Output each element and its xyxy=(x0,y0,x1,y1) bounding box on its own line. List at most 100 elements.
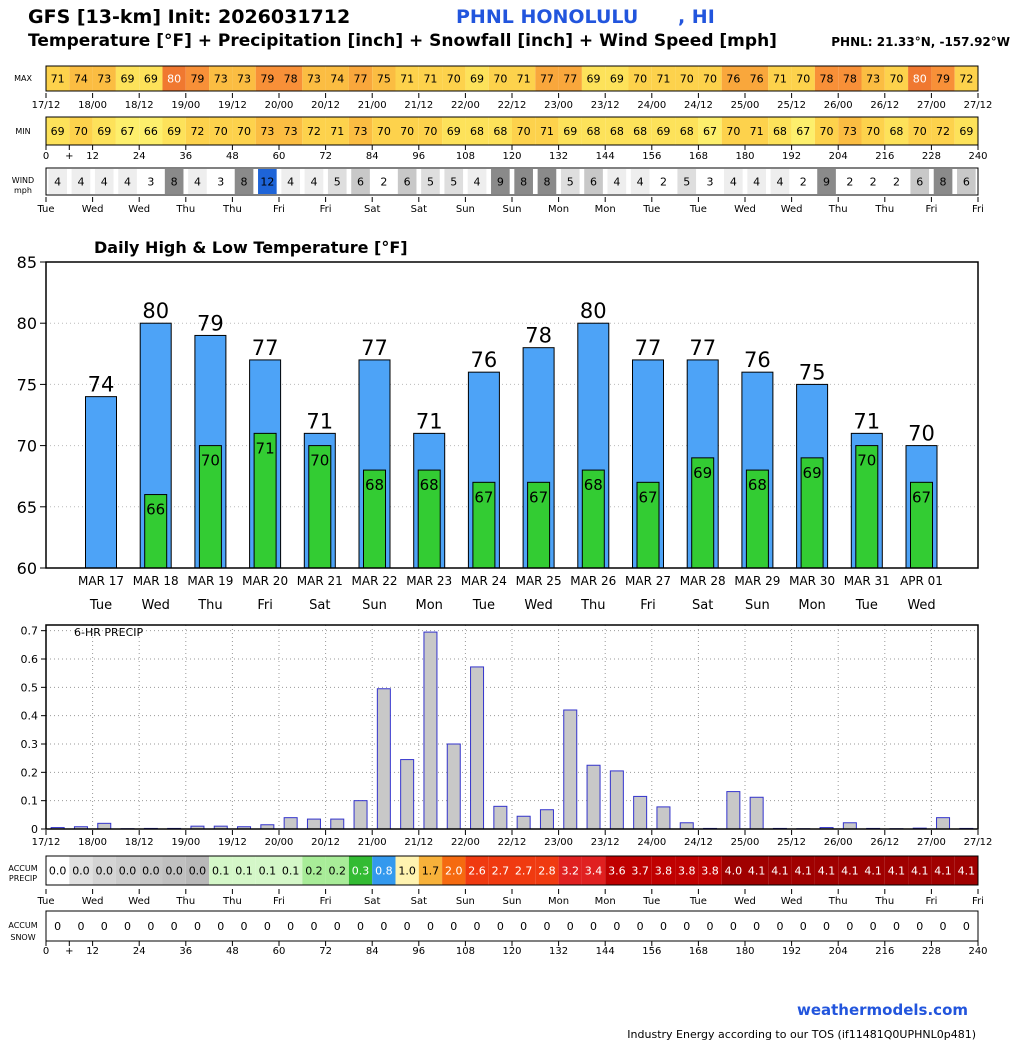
temp-date-label: MAR 26 xyxy=(570,574,616,588)
accum-precip-strip-cell xyxy=(512,856,536,885)
top-time-axis-label: 24/00 xyxy=(637,100,666,111)
wind-cell xyxy=(677,169,697,194)
wind-value: 8 xyxy=(171,176,178,189)
min-temp-strip-value: 72 xyxy=(936,125,950,138)
accum-precip-strip-value: 2.7 xyxy=(492,865,510,878)
hour-axis-label: 36 xyxy=(179,151,192,162)
precip-time-axis-label: 20/12 xyxy=(311,837,340,848)
wind-cell xyxy=(630,169,650,194)
wind-value: 4 xyxy=(310,176,317,189)
accum-snow-strip-value: 0 xyxy=(171,920,178,933)
max-row-label: MAX xyxy=(14,74,32,83)
hour-axis-label: 60 xyxy=(273,151,286,162)
wind-value: 4 xyxy=(613,176,620,189)
min-temp-strip-cell xyxy=(698,117,722,145)
wind-value: 3 xyxy=(147,176,154,189)
min-temp-strip-value: 68 xyxy=(680,125,694,138)
accum-snow-strip-value: 0 xyxy=(613,920,620,933)
wind-value: 12 xyxy=(260,176,274,189)
accum-snow-strip-value: 0 xyxy=(753,920,760,933)
low-temp-label: 68 xyxy=(365,476,384,494)
temp-date-label: MAR 30 xyxy=(789,574,835,588)
top-day-axis-label: Tue xyxy=(689,204,707,215)
precip-bar xyxy=(936,817,951,830)
accum-precip-strip-cell xyxy=(908,856,932,885)
precip-time-axis-label: 27/12 xyxy=(964,837,993,848)
bottom-hour-label: 96 xyxy=(412,946,425,957)
wind-value: 6 xyxy=(590,176,597,189)
bottom-day-axis-label: Fri xyxy=(320,896,332,907)
wind-value: 6 xyxy=(916,176,923,189)
min-temp-strip-value: 68 xyxy=(889,125,903,138)
max-temp-strip-cell xyxy=(232,66,256,91)
top-time-axis-label: 18/12 xyxy=(125,100,154,111)
min-temp-strip-cell xyxy=(535,117,559,145)
max-temp-strip-cell xyxy=(418,66,443,91)
min-temp-strip-cell xyxy=(325,117,349,145)
max-temp-strip-value: 76 xyxy=(726,73,740,86)
top-day-axis-label: Thu xyxy=(175,204,195,215)
max-temp-strip-value: 73 xyxy=(866,73,880,86)
wind-cell xyxy=(537,169,557,194)
hour-axis-label: 156 xyxy=(642,151,661,162)
min-temp-strip-cell xyxy=(512,117,536,145)
low-temp-label: 70 xyxy=(201,452,220,470)
accum-precip-strip-cell xyxy=(535,856,559,885)
wind-cell xyxy=(957,169,976,194)
high-temp-label: 80 xyxy=(580,299,607,323)
temp-weekday-label: Tue xyxy=(472,598,495,613)
accum-precip-strip-value: 3.8 xyxy=(655,865,673,878)
temp-weekday-label: Tue xyxy=(89,598,112,613)
accum-snow-strip-value: 0 xyxy=(474,920,481,933)
max-temp-strip-value: 78 xyxy=(820,73,834,86)
accum-precip-strip-value: 3.8 xyxy=(701,865,719,878)
brand-link[interactable]: weathermodels.com xyxy=(796,1001,968,1019)
accum-snow-strip-value: 0 xyxy=(870,920,877,933)
accum-precip-strip-value: 0.2 xyxy=(305,865,323,878)
min-temp-strip-cell xyxy=(418,117,443,145)
max-temp-strip-cell xyxy=(721,66,745,91)
wind-value: 6 xyxy=(357,176,364,189)
precip-time-axis-label: 20/00 xyxy=(265,837,294,848)
accum-snow-strip-value: 0 xyxy=(590,920,597,933)
precip-time-axis-label: 22/00 xyxy=(451,837,480,848)
accum-snow-strip-value: 0 xyxy=(963,920,970,933)
wind-cell xyxy=(304,169,324,194)
wind-frame xyxy=(45,167,979,196)
accum-precip-strip-value: 0.1 xyxy=(282,865,300,878)
precip-time-axis-label: 25/00 xyxy=(731,837,760,848)
min-temp-strip-value: 69 xyxy=(563,125,577,138)
top-day-axis-label: Sat xyxy=(364,204,380,215)
temp-date-label: MAR 22 xyxy=(352,574,398,588)
accum-precip-strip-value: 0.0 xyxy=(119,865,137,878)
accum-snow-strip-value: 0 xyxy=(287,920,294,933)
bottom-hour-label: 240 xyxy=(968,946,987,957)
wind-cell xyxy=(71,169,91,194)
top-time-axis-label: 17/12 xyxy=(32,100,61,111)
max-temp-strip-cell xyxy=(535,66,559,91)
accum-precip-strip-cell xyxy=(185,856,210,885)
model-init-title: GFS [13-km] Init: 2026031712 xyxy=(28,6,351,28)
wind-value: 5 xyxy=(567,176,574,189)
min-temp-strip-value: 68 xyxy=(610,125,624,138)
hour-axis-label: 120 xyxy=(502,151,521,162)
accum-precip-strip-cell xyxy=(651,856,676,885)
max-temp-strip-cell xyxy=(162,66,186,91)
wind-value: 4 xyxy=(194,176,201,189)
accum-snow-strip-value: 0 xyxy=(567,920,574,933)
max-temp-strip-cell xyxy=(581,66,606,91)
station-name: PHNL HONOLULU , HI xyxy=(456,6,715,28)
hour-axis-label: 96 xyxy=(412,151,425,162)
temp-chart-frame xyxy=(45,261,979,569)
min-temp-strip-cell xyxy=(791,117,815,145)
min-temp-strip-value: 70 xyxy=(726,125,740,138)
max-temp-strip-cell xyxy=(791,66,815,91)
wind-cell xyxy=(700,169,720,194)
wind-cell xyxy=(910,169,930,194)
max-temp-strip-cell xyxy=(92,66,116,91)
accum-precip-strip-value: 4.1 xyxy=(818,865,836,878)
top-day-axis-label: Wed xyxy=(781,204,803,215)
temp-date-label: MAR 27 xyxy=(625,574,671,588)
low-temp-label: 68 xyxy=(748,476,767,494)
min-temp-strip-value: 68 xyxy=(773,125,787,138)
